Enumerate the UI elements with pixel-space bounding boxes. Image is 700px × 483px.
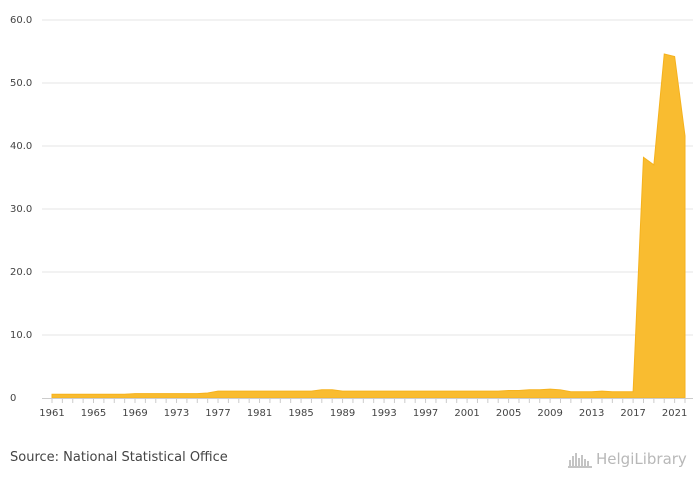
source-note: Source: National Statistical Office <box>10 450 228 465</box>
x-tick-label: 1973 <box>164 408 189 419</box>
brand-logo: HelgiLibrary <box>568 448 687 470</box>
skyline-icon <box>568 453 592 468</box>
y-tick-label: 60.0 <box>10 15 32 26</box>
x-tick-label: 1993 <box>371 408 396 419</box>
x-tick-label: 2009 <box>537 408 562 419</box>
x-tick-label: 1961 <box>39 408 64 419</box>
chart: 0 10.0 20.0 30.0 40.0 50.0 60.0 1961 1965 1969 197… <box>10 15 693 419</box>
y-tick-label: 20.0 <box>10 267 32 278</box>
y-tick-label: 0 <box>10 393 16 404</box>
x-tick-label: 2013 <box>579 408 604 419</box>
y-tick-label: 30.0 <box>10 204 32 215</box>
x-tick-label: 1965 <box>81 408 106 419</box>
y-tick-label: 50.0 <box>10 78 32 89</box>
x-tick-label: 1997 <box>413 408 438 419</box>
x-tick-label: 1977 <box>205 408 230 419</box>
x-tick-label: 2005 <box>496 408 521 419</box>
y-tick-label: 40.0 <box>10 141 32 152</box>
y-tick-label: 10.0 <box>10 330 32 341</box>
series-area <box>51 53 686 399</box>
brand-name: HelgiLibrary <box>596 450 687 468</box>
x-tick-label: 1989 <box>330 408 355 419</box>
x-tick-label: 1985 <box>288 408 313 419</box>
x-tick-label: 2017 <box>620 408 645 419</box>
x-tick-label: 1969 <box>122 408 147 419</box>
x-tick-label: 1981 <box>247 408 272 419</box>
x-tick-label: 2001 <box>454 408 479 419</box>
x-tick-label: 2021 <box>662 408 687 419</box>
